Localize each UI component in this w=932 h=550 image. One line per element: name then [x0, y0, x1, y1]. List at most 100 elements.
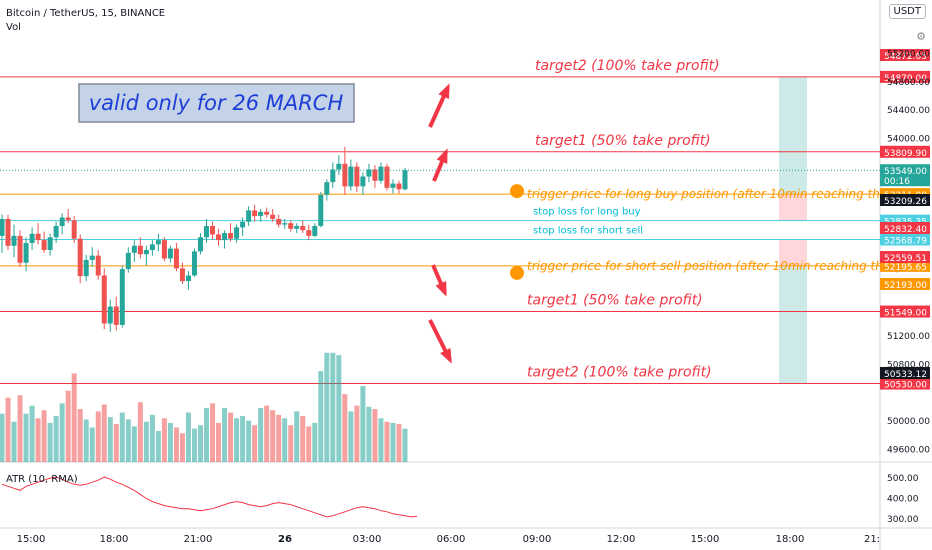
y-tick-label: 49600.00: [887, 445, 930, 455]
price-tag: 51549.00: [884, 309, 927, 319]
price-tag-bg: [880, 278, 930, 290]
y-tick-label: 54800.00: [887, 78, 930, 88]
candle-body: [191, 251, 197, 276]
candle-body: [234, 227, 240, 239]
volume-bar: [402, 428, 408, 462]
candle-body: [264, 211, 270, 215]
y-tick-label: 55200.00: [887, 50, 930, 60]
x-tick-label: 09:00: [523, 534, 552, 545]
volume-bar: [312, 422, 318, 462]
x-tick-label: 21:00: [184, 534, 213, 545]
volume-bar: [246, 420, 252, 462]
price-tag: 52568.79: [884, 236, 927, 246]
volume-bar: [11, 421, 17, 462]
candle-body: [113, 306, 119, 325]
price-tag: 52193.00: [884, 281, 927, 291]
gear-icon[interactable]: ⚙: [916, 31, 926, 43]
x-tick-label: 18:00: [776, 534, 805, 545]
candle-body: [246, 210, 252, 222]
candle-body: [252, 210, 258, 217]
volume-bar: [77, 409, 83, 462]
volume-bar: [161, 418, 167, 462]
candle-body: [161, 240, 167, 259]
candle-body: [210, 225, 216, 235]
volume-bar: [270, 410, 276, 462]
price-tag-bg: [880, 233, 930, 246]
candle-body: [137, 245, 143, 255]
volume-bar: [167, 422, 173, 462]
candle-body: [342, 163, 348, 187]
volume-bar: [17, 395, 23, 462]
candle-body: [35, 233, 41, 241]
candle-body: [276, 218, 282, 225]
candle-body: [390, 183, 396, 188]
candle-body: [348, 166, 354, 187]
candle-body: [258, 211, 264, 217]
candle-body: [372, 169, 378, 181]
candle-body: [65, 217, 71, 221]
candle-body: [77, 238, 83, 277]
volume-bar: [107, 417, 113, 462]
level-label: trigger price for short sell position (a…: [527, 259, 911, 273]
volume-bar: [258, 407, 264, 462]
volume-bar: [222, 407, 228, 462]
x-tick-label: 15:00: [691, 534, 720, 545]
volume-bar: [101, 404, 107, 462]
volume-bar: [288, 425, 294, 462]
price-tag: 53209.26: [884, 197, 927, 207]
candle-body: [354, 166, 360, 187]
candle-body: [179, 268, 185, 282]
volume-bar: [131, 426, 137, 462]
arrow-up-target1-head: [436, 148, 448, 164]
volume-bar: [179, 433, 185, 462]
candle-body: [306, 230, 312, 236]
price-tag: 54870.00: [884, 74, 927, 84]
currency-badge[interactable]: USDT: [888, 4, 926, 19]
volume-bar: [330, 352, 336, 462]
price-tag-bg: [880, 49, 930, 61]
x-tick-label: 06:00: [437, 534, 466, 545]
candle-body: [228, 233, 234, 239]
candle-body: [185, 275, 191, 282]
volume-bar: [191, 428, 197, 462]
y-tick-label: 50800.00: [887, 360, 930, 370]
volume-bar: [23, 413, 29, 462]
volume-bar: [35, 418, 41, 462]
candle-body: [143, 250, 149, 255]
atr-line: [1, 476, 418, 518]
symbol-title: Bitcoin / TetherUS, 15, BINANCE: [6, 8, 166, 19]
price-tag: 50530.00: [884, 381, 927, 391]
y-tick-label: 54000.00: [887, 134, 930, 144]
candle-body: [101, 275, 107, 324]
level-label: stop loss for short sell: [533, 225, 643, 236]
volume-bar: [300, 416, 306, 462]
volume-bar: [228, 412, 234, 462]
candle-body: [216, 234, 222, 241]
candle-body: [384, 166, 390, 188]
candle-body: [300, 225, 306, 231]
volume-bar: [384, 421, 390, 462]
candle-body: [312, 225, 318, 236]
volume-bar: [354, 405, 360, 462]
volume-bar: [306, 426, 312, 462]
note-text: valid only for 26 MARCH: [89, 91, 344, 115]
price-tag-bg: [880, 70, 930, 83]
candle-body: [396, 183, 402, 190]
price-tag: 53549.00: [884, 167, 927, 177]
volume-bar: [342, 394, 348, 462]
atr-tick-label: 400.00: [887, 495, 919, 505]
candle-body: [318, 194, 324, 226]
candle-body: [324, 182, 330, 195]
atr-label: ATR (10, RMA): [6, 474, 78, 485]
candle-body: [29, 233, 35, 243]
candle-body: [23, 242, 29, 263]
volume-bar: [173, 427, 179, 462]
candle-body: [0, 218, 5, 236]
volume-bar: [294, 411, 300, 462]
candle-body: [11, 235, 17, 246]
candle-body: [71, 220, 77, 239]
short-target-zone: [779, 265, 807, 384]
note-box: [78, 83, 355, 123]
short-stop-zone: [779, 239, 807, 266]
